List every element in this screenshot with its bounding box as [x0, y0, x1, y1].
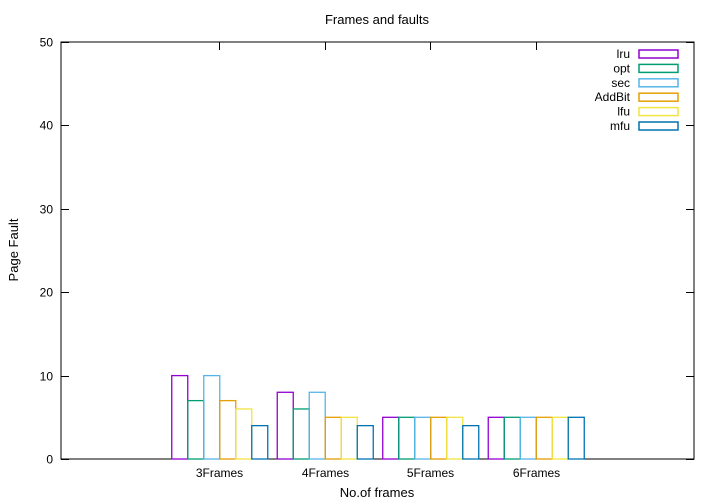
y-tick-label: 0	[46, 453, 53, 467]
legend-label: lru	[617, 47, 630, 61]
y-tick-label: 40	[40, 119, 54, 133]
x-tick-label: 3Frames	[196, 466, 243, 480]
bar-mfu-5frames	[462, 424, 480, 460]
plot-area	[60, 41, 695, 460]
legend-label: mfu	[610, 119, 630, 133]
bar-addbit-5frames	[430, 416, 448, 460]
bar-lru-5frames	[382, 416, 400, 460]
legend-label: AddBit	[595, 90, 631, 104]
y-axis: 0 10 20 30 40 50	[40, 36, 694, 467]
bar-mfu-6frames	[567, 416, 585, 460]
legend-swatch-mfu	[638, 121, 679, 131]
bar-addbit-3frames	[219, 399, 237, 460]
y-tick-label: 50	[40, 36, 54, 50]
legend-label: opt	[613, 61, 630, 75]
x-tick-label: 4Frames	[302, 466, 349, 480]
bar-mfu-3frames	[251, 424, 269, 460]
bar-opt-5frames	[398, 416, 416, 460]
bar-lfu-4frames	[340, 416, 358, 460]
bar-lru-6frames	[487, 416, 505, 460]
bar-opt-3frames	[187, 399, 205, 460]
bar-sec-5frames	[414, 416, 432, 460]
y-tick-label: 20	[40, 286, 54, 300]
bar-opt-4frames	[292, 408, 310, 460]
legend-swatch-lfu	[638, 106, 679, 117]
x-tick-label: 6Frames	[513, 466, 560, 480]
x-tick-label: 5Frames	[407, 466, 454, 480]
x-axis-label: No.of frames	[340, 485, 415, 500]
bars	[171, 374, 585, 460]
legend-swatch-lru	[638, 49, 679, 59]
y-tick-label: 30	[40, 203, 54, 217]
bar-addbit-6frames	[535, 416, 553, 460]
bar-mfu-4frames	[356, 424, 374, 460]
bar-addbit-4frames	[324, 416, 342, 460]
bar-lru-4frames	[276, 391, 294, 460]
legend-swatch-addbit	[638, 92, 679, 102]
bar-sec-4frames	[308, 391, 326, 460]
legend-label: sec	[611, 76, 630, 90]
bar-opt-6frames	[503, 416, 521, 460]
y-axis-label: Page Fault	[6, 218, 21, 281]
bar-lfu-6frames	[551, 416, 569, 460]
bar-lfu-5frames	[446, 416, 464, 460]
bar-sec-6frames	[519, 416, 537, 460]
legend-swatch-opt	[638, 63, 679, 74]
legend-swatch-sec	[638, 78, 679, 88]
chart-title: Frames and faults	[325, 12, 430, 27]
x-axis: 3Frames 4Frames 5Frames 6Frames	[196, 42, 560, 480]
bar-lru-3frames	[171, 374, 189, 460]
legend-label: lfu	[617, 105, 630, 119]
bar-sec-3frames	[203, 374, 221, 460]
bar-lfu-3frames	[235, 408, 253, 460]
y-tick-label: 10	[40, 370, 54, 384]
plot-border	[60, 41, 695, 460]
